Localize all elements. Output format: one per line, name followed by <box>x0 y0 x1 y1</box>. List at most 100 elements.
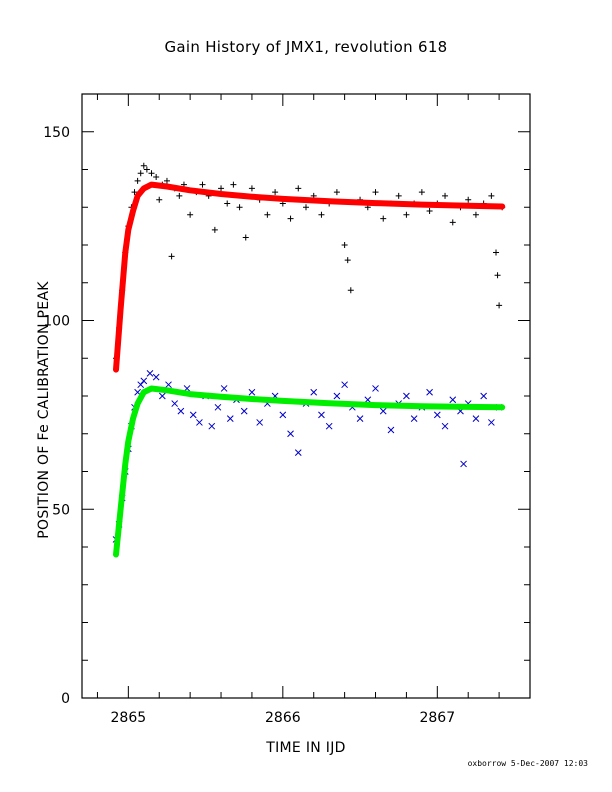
data-point <box>493 249 500 256</box>
data-point <box>496 302 503 309</box>
data-point <box>248 388 256 396</box>
data-point <box>163 177 170 184</box>
data-point <box>433 411 441 419</box>
data-point <box>189 411 197 419</box>
data-point <box>403 392 410 400</box>
data-point <box>344 257 351 264</box>
data-point <box>211 226 218 233</box>
data-point <box>264 211 271 218</box>
data-point <box>230 181 237 188</box>
data-point <box>341 242 348 248</box>
data-point <box>426 388 433 396</box>
data-point <box>403 211 410 218</box>
series-1 <box>112 162 506 362</box>
data-point <box>287 430 294 438</box>
data-point <box>472 415 480 423</box>
data-point <box>272 189 279 196</box>
data-point <box>395 192 402 199</box>
data-point <box>418 189 425 196</box>
data-point <box>325 422 333 430</box>
data-point <box>318 211 325 218</box>
data-point <box>158 392 166 400</box>
data-point <box>356 415 364 423</box>
data-point <box>208 422 216 430</box>
data-point <box>310 388 318 396</box>
data-point <box>176 192 183 199</box>
data-point <box>426 208 433 215</box>
data-point <box>199 181 206 188</box>
data-point <box>333 189 340 196</box>
data-point <box>226 415 234 423</box>
data-point <box>465 196 472 203</box>
data-point <box>137 170 144 177</box>
data-point <box>480 392 488 400</box>
series-2 <box>113 181 506 373</box>
data-point <box>131 189 138 196</box>
data-point <box>379 407 387 415</box>
data-point <box>372 189 379 196</box>
data-point <box>134 177 141 184</box>
chart-title: Gain History of JMX1, revolution 618 <box>164 38 448 56</box>
data-point <box>449 396 457 404</box>
data-point <box>152 373 160 381</box>
data-point <box>148 170 155 177</box>
data-point <box>341 381 348 389</box>
axis-tick-labels: 0 50 100 150 2865 2866 2867 <box>43 125 455 726</box>
data-point <box>248 185 255 192</box>
data-point <box>372 385 379 392</box>
data-point <box>460 460 467 468</box>
data-point <box>171 400 179 407</box>
data-point <box>488 192 495 199</box>
x-axis-label-text: TIME IN IJD <box>266 740 346 756</box>
data-point <box>240 407 248 415</box>
footer-credit: oxborrow 5-Dec-2007 12:03 <box>467 759 588 768</box>
data-point <box>380 215 387 222</box>
axis-ticks <box>82 93 531 699</box>
data-point <box>220 385 228 392</box>
data-point <box>196 419 203 426</box>
data-point <box>441 422 449 430</box>
fit-curve <box>113 181 506 373</box>
data-point <box>279 411 287 419</box>
data-point <box>218 185 225 192</box>
y-axis-label: POSITION OF Fe CALIBRATION PEAK <box>36 281 52 539</box>
x-tick-label: 2866 <box>265 710 301 726</box>
data-point <box>140 162 147 169</box>
data-point <box>177 407 185 415</box>
data-point <box>347 287 354 294</box>
data-point <box>494 272 501 279</box>
data-point <box>318 411 325 419</box>
data-point <box>168 253 175 260</box>
data-point <box>140 377 148 385</box>
x-axis-label: TIME IN IJD <box>0 740 612 756</box>
data-point <box>214 403 222 411</box>
y-tick-label: 150 <box>43 125 70 141</box>
data-point <box>156 196 163 203</box>
series-3 <box>112 369 503 543</box>
data-point <box>165 381 172 389</box>
data-point <box>303 204 309 211</box>
data-point <box>236 204 243 211</box>
data-point <box>488 419 495 426</box>
data-point <box>449 219 456 226</box>
data-point <box>256 419 264 426</box>
data-point <box>143 166 150 173</box>
data-point <box>242 234 249 241</box>
y-tick-label: 0 <box>61 691 70 707</box>
data-point <box>294 449 302 456</box>
x-tick-label: 2865 <box>111 710 147 726</box>
data-point <box>295 185 302 192</box>
data-point <box>387 426 395 434</box>
y-tick-label: 50 <box>52 502 70 518</box>
data-point <box>442 192 449 199</box>
series-4 <box>113 385 506 558</box>
fit-curve <box>113 385 506 558</box>
data-point <box>410 415 418 423</box>
data-point <box>333 392 341 400</box>
data-point <box>187 211 194 218</box>
data-point <box>472 211 479 218</box>
x-tick-label: 2867 <box>419 710 455 726</box>
data-point <box>224 200 231 207</box>
data-point <box>146 369 154 377</box>
